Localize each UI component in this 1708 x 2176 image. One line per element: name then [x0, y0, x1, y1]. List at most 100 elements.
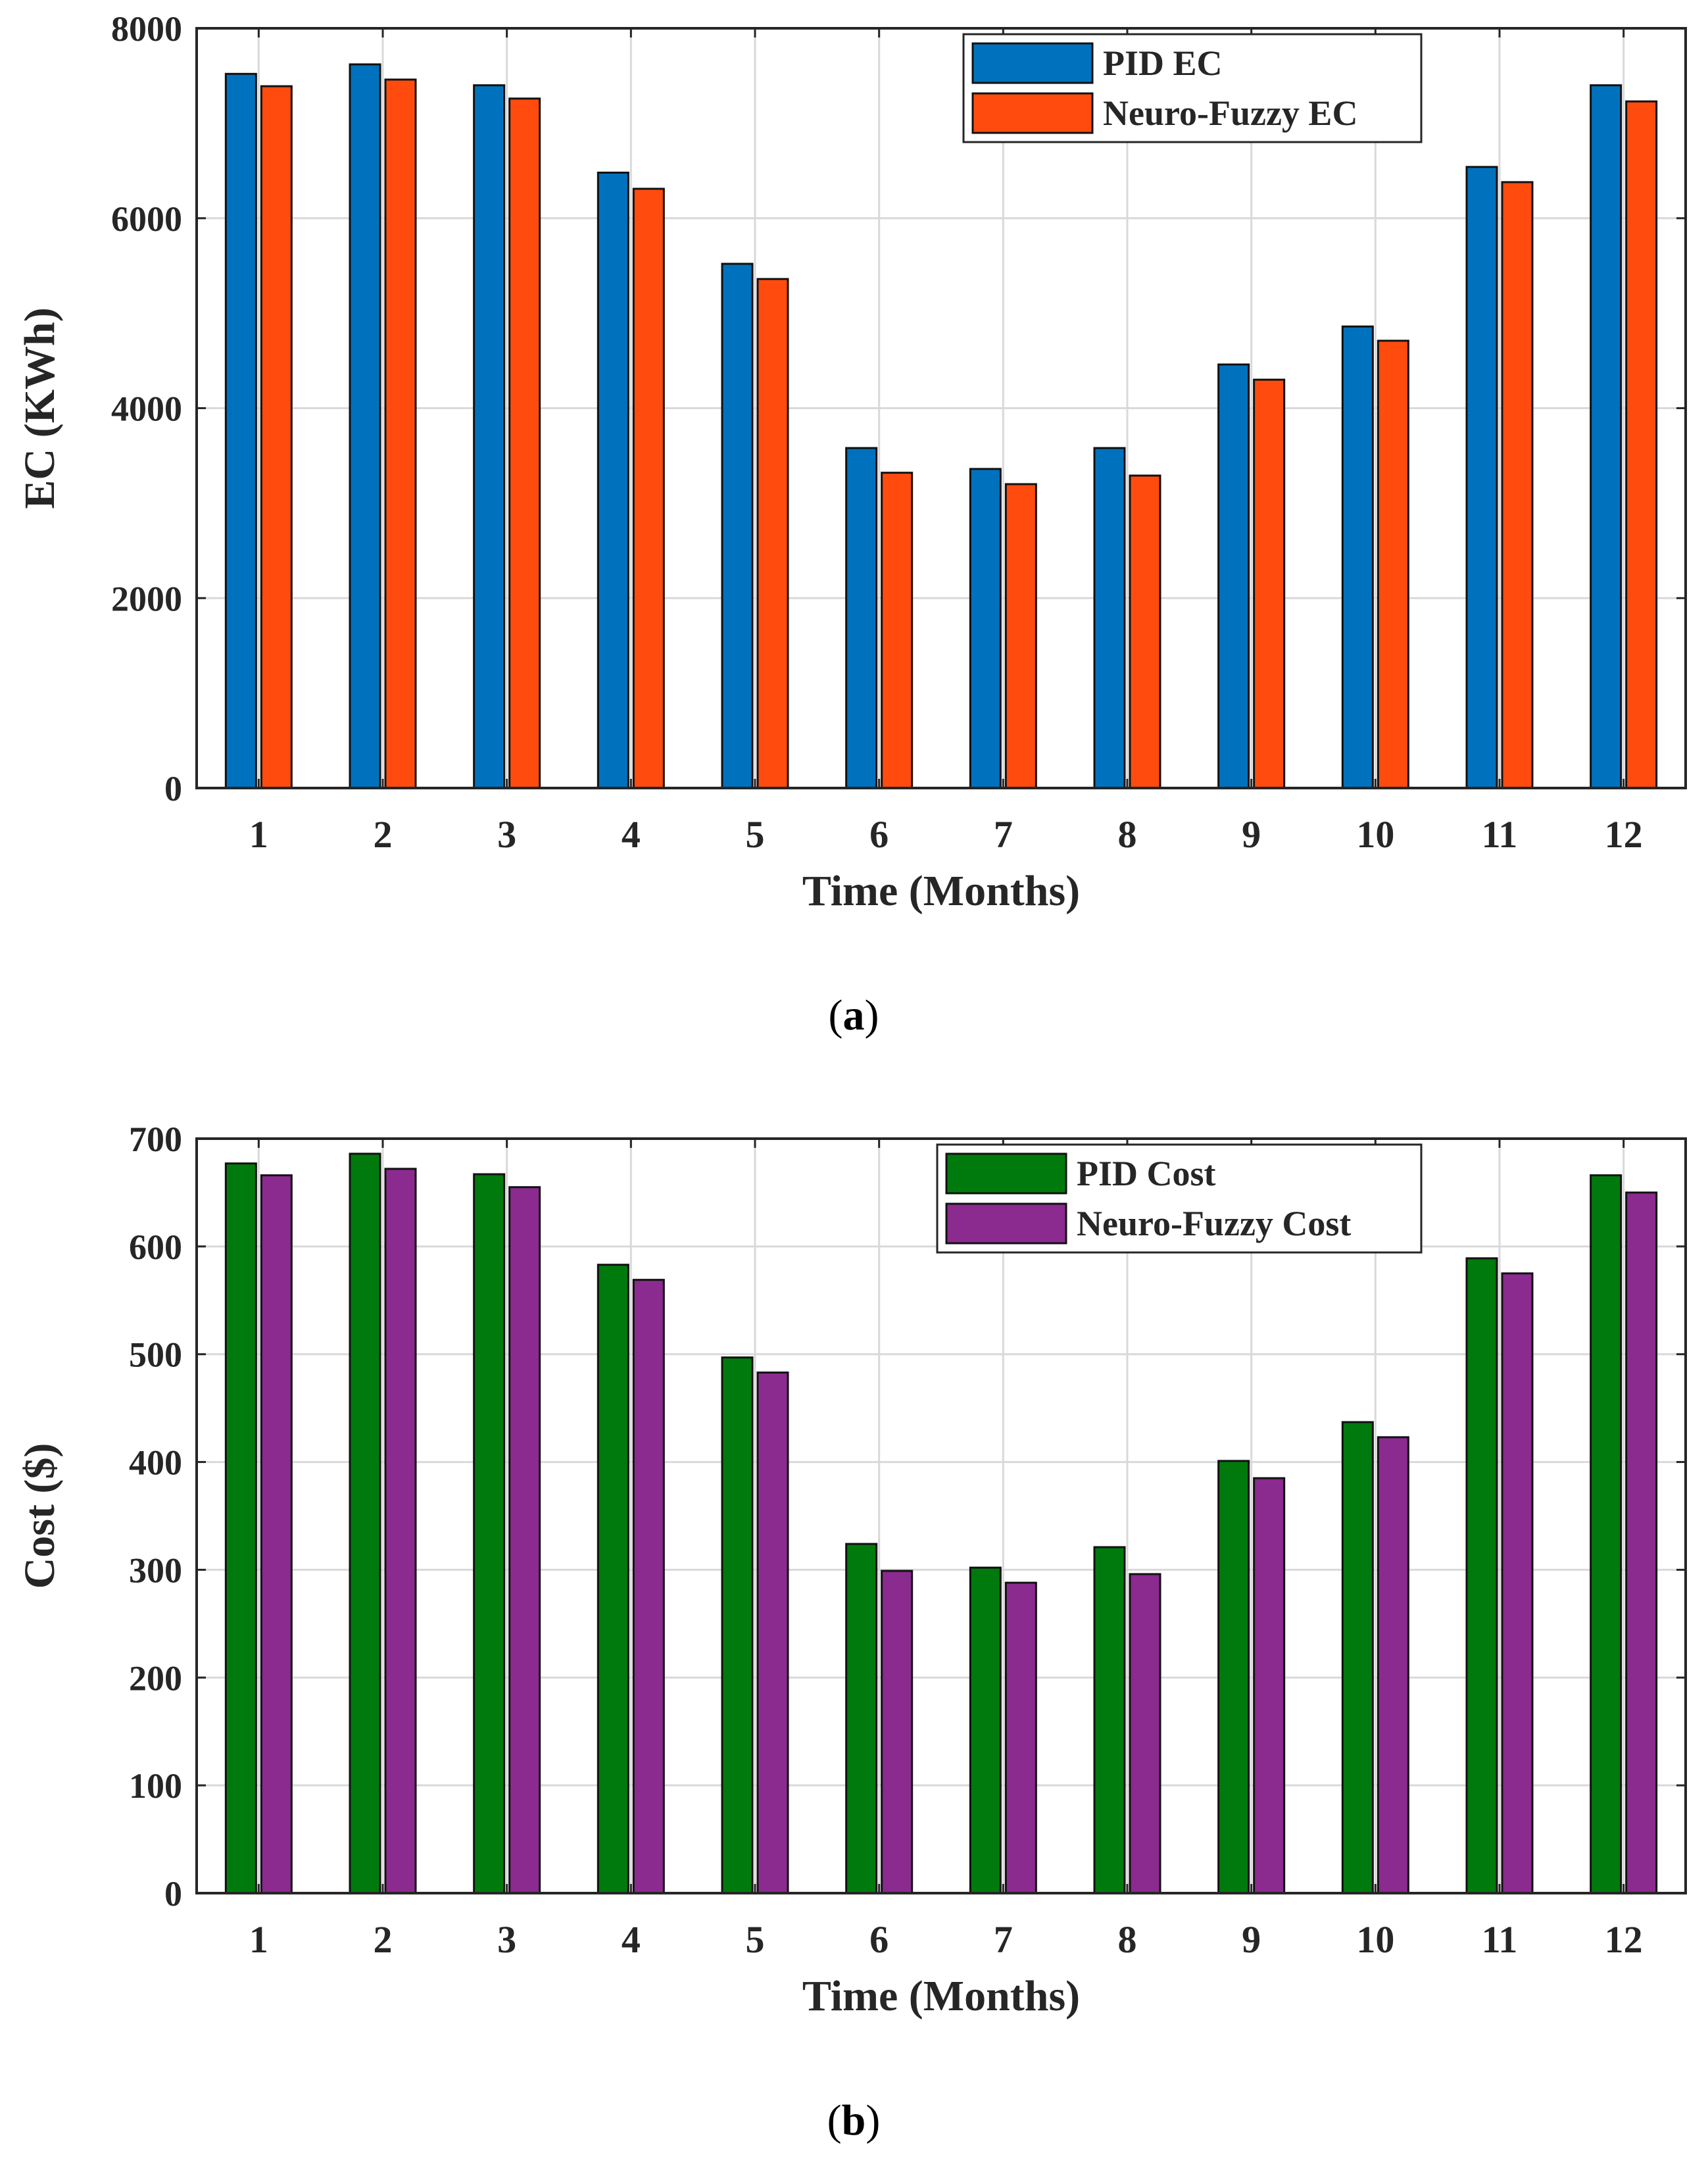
x-tick-label: 6	[869, 813, 889, 856]
series-1	[260, 1168, 1658, 1894]
bar	[1004, 1581, 1037, 1894]
grid	[197, 27, 1686, 789]
bar	[260, 1174, 293, 1894]
legend-swatch	[945, 1152, 1067, 1195]
x-tick-label: 11	[1482, 1918, 1518, 1961]
caption-paren-close: )	[865, 991, 879, 1039]
caption-letter: b	[842, 2096, 866, 2144]
bar	[508, 97, 541, 789]
bar	[1501, 1272, 1534, 1894]
bar	[845, 1543, 878, 1894]
x-tick-label: 12	[1605, 1918, 1643, 1961]
bar	[349, 1152, 381, 1894]
x-tick-label: 2	[374, 1918, 393, 1961]
y-axis-label: Cost ($)	[16, 1443, 64, 1589]
x-tick-label: 10	[1356, 1918, 1394, 1961]
legend-label: PID Cost	[1077, 1154, 1216, 1193]
bar	[1501, 181, 1534, 789]
x-axis-label: Time (Months)	[802, 867, 1080, 915]
legend-swatch	[971, 42, 1094, 84]
x-tick-label: 11	[1482, 813, 1518, 856]
x-tick-label: 2	[374, 813, 393, 856]
y-axis-label: EC (KWh)	[16, 307, 64, 508]
x-tick-label: 7	[994, 813, 1013, 856]
bar	[597, 1264, 629, 1894]
bar	[1004, 483, 1037, 789]
bar	[597, 171, 629, 789]
panel-caption: (a)	[829, 991, 879, 1039]
bar	[969, 1566, 1002, 1894]
y-tick-label: 200	[129, 1658, 182, 1698]
x-tick-label: 12	[1605, 813, 1643, 856]
bar	[1093, 447, 1126, 789]
x-tick-label: 6	[869, 1918, 889, 1961]
bar	[1129, 474, 1161, 789]
bar	[969, 468, 1002, 789]
x-tick-label: 4	[622, 1918, 641, 1961]
y-tick-label: 0	[164, 769, 182, 808]
bar	[1129, 1573, 1161, 1894]
x-tick-label: 3	[497, 1918, 516, 1961]
y-tick-label: 600	[129, 1227, 182, 1267]
bar	[1465, 1257, 1498, 1894]
y-tick-label: 300	[129, 1550, 182, 1590]
x-tick-label: 9	[1242, 813, 1261, 856]
caption-paren-open: (	[827, 2096, 842, 2144]
series-0	[224, 63, 1623, 789]
bar	[1377, 1436, 1409, 1894]
bar	[349, 63, 381, 789]
bar	[845, 447, 878, 789]
bar	[224, 72, 257, 789]
bar	[1341, 1421, 1374, 1894]
bar	[224, 1162, 257, 1894]
bar	[1625, 1191, 1658, 1894]
x-tick-label: 1	[249, 1918, 268, 1961]
legend-label: Neuro-Fuzzy EC	[1103, 93, 1357, 133]
x-tick-label: 5	[746, 1918, 765, 1961]
y-tick-label: 4000	[111, 389, 182, 429]
caption-paren-close: )	[866, 2096, 880, 2144]
y-tick-label: 8000	[111, 9, 182, 49]
plot-frame	[195, 1137, 1687, 1894]
bar	[508, 1186, 541, 1894]
bar	[881, 472, 914, 789]
bar	[632, 187, 665, 789]
bar	[1093, 1546, 1126, 1894]
bar	[721, 262, 754, 789]
x-tick-label: 3	[497, 813, 516, 856]
y-tick-label: 2000	[111, 579, 182, 618]
y-tick-label: 400	[129, 1443, 182, 1483]
caption-letter: a	[843, 991, 865, 1039]
bar	[756, 1372, 789, 1894]
legend-label: Neuro-Fuzzy Cost	[1077, 1204, 1351, 1243]
x-tick-label: 8	[1118, 1918, 1137, 1961]
bar	[632, 1279, 665, 1894]
bar	[721, 1356, 754, 1894]
y-tick-label: 500	[129, 1335, 182, 1375]
bar	[1217, 363, 1250, 789]
series-1	[260, 78, 1658, 789]
bar	[1625, 100, 1658, 789]
bar	[260, 85, 293, 789]
bar	[1217, 1460, 1250, 1894]
bar	[473, 1173, 506, 1894]
y-tick-label: 0	[164, 1874, 182, 1914]
bar	[384, 1168, 417, 1894]
legend-label: PID EC	[1103, 43, 1223, 83]
y-tick-label: 6000	[111, 199, 182, 239]
legend: PID Cost Neuro-Fuzzy Cost	[936, 1143, 1423, 1254]
bar	[473, 84, 506, 789]
x-tick-label: 4	[622, 813, 641, 856]
x-tick-label: 9	[1242, 1918, 1261, 1961]
bar	[1590, 1174, 1623, 1894]
x-tick-label: 7	[994, 1918, 1013, 1961]
legend-swatch	[971, 92, 1094, 134]
x-tick-label: 1	[249, 813, 268, 856]
bar	[881, 1570, 914, 1894]
bar	[1253, 378, 1286, 789]
bar	[756, 278, 789, 789]
x-axis-label: Time (Months)	[802, 1972, 1080, 2020]
y-tick-label: 100	[129, 1766, 182, 1806]
